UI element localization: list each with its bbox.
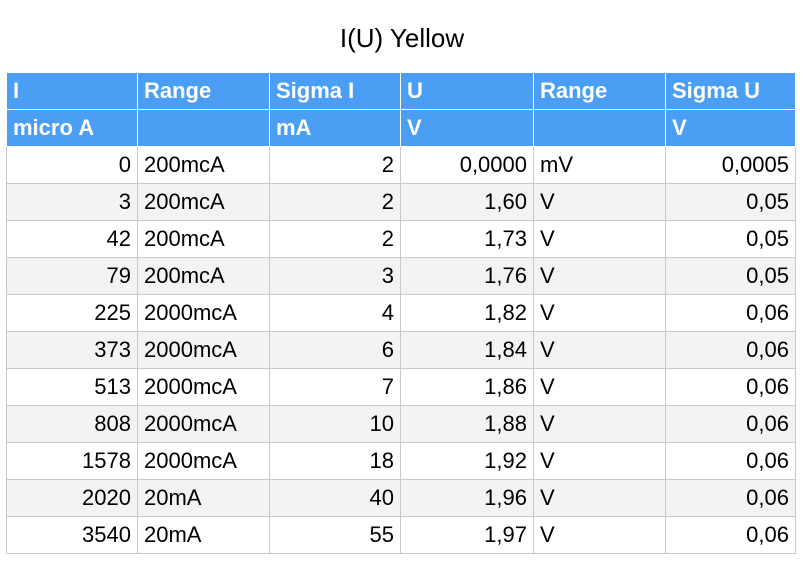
cell-sigma-i[interactable]: 55 — [269, 516, 401, 554]
table-row: 1578 2000mcA 18 1,92 V 0,06 — [6, 442, 796, 480]
table-body: 0 200mcA 2 0,0000 mV 0,0005 3 200mcA 2 1,60 V 0,05 4… — [6, 146, 796, 554]
unit-range-i[interactable] — [137, 109, 270, 147]
cell-range-i[interactable]: 200mcA — [137, 146, 270, 184]
cell-u[interactable]: 1,86 — [400, 368, 534, 406]
cell-sigma-i[interactable]: 40 — [269, 479, 401, 517]
cell-range-u[interactable]: V — [533, 220, 666, 258]
cell-range-u[interactable]: V — [533, 183, 666, 221]
table-row: 42 200mcA 2 1,73 V 0,05 — [6, 220, 796, 258]
cell-sigma-u[interactable]: 0,06 — [665, 442, 796, 480]
cell-u[interactable]: 1,73 — [400, 220, 534, 258]
col-header-range-u[interactable]: Range — [533, 72, 666, 110]
data-table: I Range Sigma I U Range Sigma U micro A … — [6, 72, 796, 554]
cell-range-i[interactable]: 20mA — [137, 516, 270, 554]
cell-i[interactable]: 1578 — [6, 442, 138, 480]
cell-range-i[interactable]: 2000mcA — [137, 442, 270, 480]
table-row: 79 200mcA 3 1,76 V 0,05 — [6, 257, 796, 295]
cell-u[interactable]: 1,76 — [400, 257, 534, 295]
table-row: 0 200mcA 2 0,0000 mV 0,0005 — [6, 146, 796, 184]
cell-sigma-u[interactable]: 0,05 — [665, 220, 796, 258]
cell-range-u[interactable]: V — [533, 331, 666, 369]
cell-range-i[interactable]: 2000mcA — [137, 331, 270, 369]
cell-i[interactable]: 3540 — [6, 516, 138, 554]
cell-range-u[interactable]: V — [533, 368, 666, 406]
cell-sigma-u[interactable]: 0,06 — [665, 516, 796, 554]
cell-u[interactable]: 1,82 — [400, 294, 534, 332]
cell-sigma-u[interactable]: 0,06 — [665, 331, 796, 369]
header-row: I Range Sigma I U Range Sigma U — [6, 72, 796, 110]
cell-i[interactable]: 3 — [6, 183, 138, 221]
cell-i[interactable]: 225 — [6, 294, 138, 332]
cell-sigma-u[interactable]: 0,05 — [665, 183, 796, 221]
table-row: 808 2000mcA 10 1,88 V 0,06 — [6, 405, 796, 443]
cell-u[interactable]: 1,96 — [400, 479, 534, 517]
cell-sigma-i[interactable]: 7 — [269, 368, 401, 406]
cell-sigma-u[interactable]: 0,06 — [665, 294, 796, 332]
unit-row: micro A mA V V — [6, 109, 796, 147]
unit-u[interactable]: V — [400, 109, 534, 147]
cell-sigma-i[interactable]: 18 — [269, 442, 401, 480]
table-row: 225 2000mcA 4 1,82 V 0,06 — [6, 294, 796, 332]
unit-sigma-i[interactable]: mA — [269, 109, 401, 147]
cell-i[interactable]: 42 — [6, 220, 138, 258]
cell-range-u[interactable]: V — [533, 294, 666, 332]
cell-range-i[interactable]: 2000mcA — [137, 294, 270, 332]
cell-u[interactable]: 1,84 — [400, 331, 534, 369]
cell-range-u[interactable]: V — [533, 479, 666, 517]
cell-range-u[interactable]: V — [533, 405, 666, 443]
cell-range-i[interactable]: 20mA — [137, 479, 270, 517]
cell-sigma-u[interactable]: 0,06 — [665, 368, 796, 406]
col-header-u[interactable]: U — [400, 72, 534, 110]
cell-sigma-i[interactable]: 3 — [269, 257, 401, 295]
cell-i[interactable]: 373 — [6, 331, 138, 369]
cell-range-u[interactable]: V — [533, 257, 666, 295]
cell-u[interactable]: 1,88 — [400, 405, 534, 443]
cell-range-u[interactable]: V — [533, 516, 666, 554]
cell-sigma-i[interactable]: 2 — [269, 146, 401, 184]
cell-sigma-u[interactable]: 0,05 — [665, 257, 796, 295]
cell-i[interactable]: 513 — [6, 368, 138, 406]
cell-sigma-i[interactable]: 2 — [269, 220, 401, 258]
cell-i[interactable]: 2020 — [6, 479, 138, 517]
cell-range-u[interactable]: V — [533, 442, 666, 480]
unit-range-u[interactable] — [533, 109, 666, 147]
cell-sigma-u[interactable]: 0,0005 — [665, 146, 796, 184]
col-header-range-i[interactable]: Range — [137, 72, 270, 110]
cell-sigma-i[interactable]: 6 — [269, 331, 401, 369]
cell-sigma-i[interactable]: 4 — [269, 294, 401, 332]
table-row: 3 200mcA 2 1,60 V 0,05 — [6, 183, 796, 221]
cell-u[interactable]: 1,97 — [400, 516, 534, 554]
table-row: 3540 20mA 55 1,97 V 0,06 — [6, 516, 796, 554]
cell-range-i[interactable]: 200mcA — [137, 183, 270, 221]
cell-sigma-i[interactable]: 2 — [269, 183, 401, 221]
cell-sigma-i[interactable]: 10 — [269, 405, 401, 443]
table-row: 373 2000mcA 6 1,84 V 0,06 — [6, 331, 796, 369]
cell-i[interactable]: 0 — [6, 146, 138, 184]
unit-i[interactable]: micro A — [6, 109, 138, 147]
table-title: I(U) Yellow — [339, 23, 465, 53]
cell-range-i[interactable]: 2000mcA — [137, 368, 270, 406]
cell-range-i[interactable]: 2000mcA — [137, 405, 270, 443]
col-header-i[interactable]: I — [6, 72, 138, 110]
cell-i[interactable]: 79 — [6, 257, 138, 295]
cell-i[interactable]: 808 — [6, 405, 138, 443]
cell-u[interactable]: 1,92 — [400, 442, 534, 480]
cell-range-u[interactable]: mV — [533, 146, 666, 184]
table-row: 2020 20mA 40 1,96 V 0,06 — [6, 479, 796, 517]
unit-sigma-u[interactable]: V — [665, 109, 796, 147]
col-header-sigma-u[interactable]: Sigma U — [665, 72, 796, 110]
cell-sigma-u[interactable]: 0,06 — [665, 405, 796, 443]
cell-sigma-u[interactable]: 0,06 — [665, 479, 796, 517]
cell-range-i[interactable]: 200mcA — [137, 257, 270, 295]
cell-range-i[interactable]: 200mcA — [137, 220, 270, 258]
col-header-sigma-i[interactable]: Sigma I — [269, 72, 401, 110]
cell-u[interactable]: 1,60 — [400, 183, 534, 221]
table-row: 513 2000mcA 7 1,86 V 0,06 — [6, 368, 796, 406]
cell-u[interactable]: 0,0000 — [400, 146, 534, 184]
